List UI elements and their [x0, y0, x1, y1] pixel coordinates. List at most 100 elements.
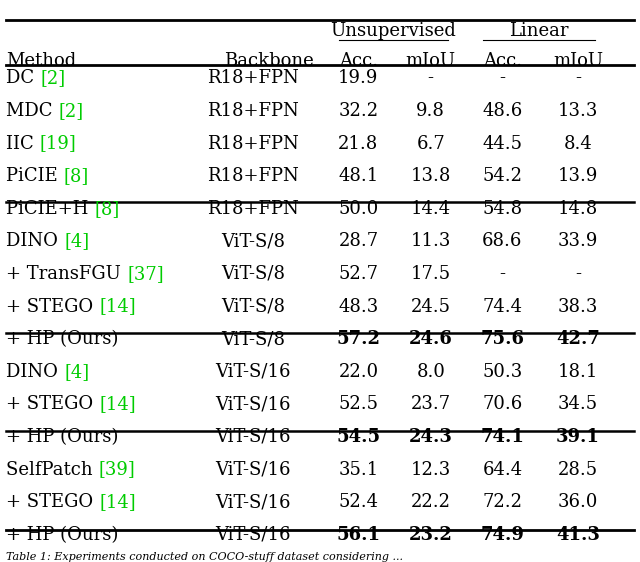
Text: 32.2: 32.2 [339, 102, 378, 120]
Text: R18+FPN: R18+FPN [207, 102, 299, 120]
Text: SelfPatch: SelfPatch [6, 460, 99, 478]
Text: 34.5: 34.5 [558, 395, 598, 413]
Text: [14]: [14] [99, 395, 136, 413]
Text: Acc.: Acc. [339, 52, 378, 70]
Text: [2]: [2] [59, 102, 84, 120]
Text: 64.4: 64.4 [483, 460, 522, 478]
Text: 41.3: 41.3 [556, 525, 600, 543]
Text: 54.5: 54.5 [337, 428, 380, 446]
Text: + STEGO: + STEGO [6, 297, 99, 315]
Text: ViT-S/16: ViT-S/16 [215, 362, 291, 380]
Text: [19]: [19] [40, 134, 77, 152]
Text: PiCIE: PiCIE [6, 167, 64, 185]
Text: MDC: MDC [6, 102, 59, 120]
Text: 68.6: 68.6 [482, 232, 523, 250]
Text: + HP (Ours): + HP (Ours) [6, 525, 119, 543]
Text: 11.3: 11.3 [410, 232, 451, 250]
Text: 57.2: 57.2 [337, 330, 380, 348]
Text: Unsupervised: Unsupervised [331, 22, 456, 40]
Text: 23.2: 23.2 [409, 525, 452, 543]
Text: ViT-S/16: ViT-S/16 [215, 395, 291, 413]
Text: 22.0: 22.0 [339, 362, 378, 380]
Text: [14]: [14] [99, 493, 136, 511]
Text: 36.0: 36.0 [557, 493, 598, 511]
Text: + STEGO: + STEGO [6, 395, 99, 413]
Text: ViT-S/16: ViT-S/16 [215, 525, 291, 543]
Text: [39]: [39] [99, 460, 136, 478]
Text: [37]: [37] [127, 265, 164, 283]
Text: 52.5: 52.5 [339, 395, 378, 413]
Text: 48.6: 48.6 [483, 102, 522, 120]
Text: 72.2: 72.2 [483, 493, 522, 511]
Text: 50.3: 50.3 [483, 362, 522, 380]
Text: 39.1: 39.1 [556, 428, 600, 446]
Text: R18+FPN: R18+FPN [207, 167, 299, 185]
Text: [4]: [4] [64, 232, 89, 250]
Text: 13.3: 13.3 [557, 102, 598, 120]
Text: 12.3: 12.3 [411, 460, 451, 478]
Text: 24.5: 24.5 [411, 297, 451, 315]
Text: 8.0: 8.0 [416, 362, 445, 380]
Text: 74.9: 74.9 [481, 525, 524, 543]
Text: 13.9: 13.9 [557, 167, 598, 185]
Text: 54.2: 54.2 [483, 167, 522, 185]
Text: Linear: Linear [509, 22, 569, 40]
Text: DINO: DINO [6, 232, 64, 250]
Text: 8.4: 8.4 [564, 134, 592, 152]
Text: 52.7: 52.7 [339, 265, 378, 283]
Text: mIoU: mIoU [406, 52, 456, 70]
Text: 24.3: 24.3 [409, 428, 452, 446]
Text: R18+FPN: R18+FPN [207, 200, 299, 217]
Text: 56.1: 56.1 [337, 525, 380, 543]
Text: 70.6: 70.6 [483, 395, 522, 413]
Text: -: - [575, 265, 581, 283]
Text: 28.7: 28.7 [339, 232, 378, 250]
Text: + HP (Ours): + HP (Ours) [6, 428, 119, 446]
Text: 19.9: 19.9 [338, 69, 379, 87]
Text: 54.8: 54.8 [483, 200, 522, 217]
Text: + HP (Ours): + HP (Ours) [6, 330, 119, 348]
Text: ViT-S/8: ViT-S/8 [221, 297, 285, 315]
Text: 21.8: 21.8 [339, 134, 378, 152]
Text: 48.3: 48.3 [339, 297, 378, 315]
Text: -: - [499, 69, 506, 87]
Text: 74.4: 74.4 [483, 297, 522, 315]
Text: 74.1: 74.1 [481, 428, 524, 446]
Text: 35.1: 35.1 [339, 460, 378, 478]
Text: 33.9: 33.9 [557, 232, 598, 250]
Text: R18+FPN: R18+FPN [207, 69, 299, 87]
Text: DINO: DINO [6, 362, 64, 380]
Text: -: - [499, 265, 506, 283]
Text: 38.3: 38.3 [557, 297, 598, 315]
Text: 28.5: 28.5 [558, 460, 598, 478]
Text: 23.7: 23.7 [411, 395, 451, 413]
Text: 24.6: 24.6 [409, 330, 452, 348]
Text: -: - [575, 69, 581, 87]
Text: ViT-S/8: ViT-S/8 [221, 232, 285, 250]
Text: [2]: [2] [40, 69, 65, 87]
Text: -: - [428, 69, 434, 87]
Text: mIoU: mIoU [553, 52, 603, 70]
Text: 42.7: 42.7 [556, 330, 600, 348]
Text: 50.0: 50.0 [339, 200, 378, 217]
Text: DC: DC [6, 69, 40, 87]
Text: Method: Method [6, 52, 77, 70]
Text: 9.8: 9.8 [416, 102, 445, 120]
Text: + TransFGU: + TransFGU [6, 265, 127, 283]
Text: ViT-S/8: ViT-S/8 [221, 265, 285, 283]
Text: 13.8: 13.8 [410, 167, 451, 185]
Text: 75.6: 75.6 [481, 330, 524, 348]
Text: + STEGO: + STEGO [6, 493, 99, 511]
Text: 17.5: 17.5 [411, 265, 451, 283]
Text: ViT-S/16: ViT-S/16 [215, 493, 291, 511]
Text: ViT-S/16: ViT-S/16 [215, 428, 291, 446]
Text: 6.7: 6.7 [417, 134, 445, 152]
Text: Acc.: Acc. [483, 52, 522, 70]
Text: [14]: [14] [99, 297, 136, 315]
Text: 52.4: 52.4 [339, 493, 378, 511]
Text: PiCIE+H: PiCIE+H [6, 200, 95, 217]
Text: 18.1: 18.1 [557, 362, 598, 380]
Text: ViT-S/8: ViT-S/8 [221, 330, 285, 348]
Text: 14.4: 14.4 [411, 200, 451, 217]
Text: [8]: [8] [64, 167, 89, 185]
